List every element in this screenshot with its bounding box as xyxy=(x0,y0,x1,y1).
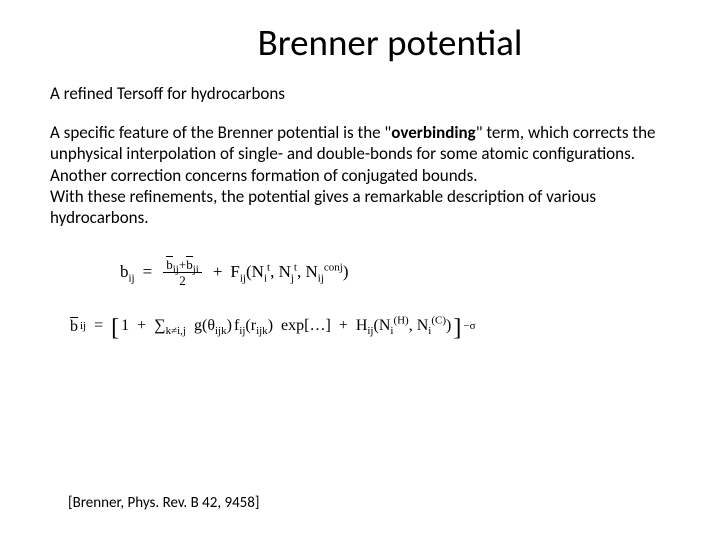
eq-denominator: 2 xyxy=(179,273,186,287)
eq-numerator: bij+bji xyxy=(163,256,202,273)
eq-symbol: bij xyxy=(120,262,135,282)
eq-term: exp[…] xyxy=(281,317,331,335)
eq-symbol: = xyxy=(94,317,103,335)
eq-sum: ∑k≠i,j xyxy=(154,317,186,335)
equations: bij = bij+bji 2 + Fij(Nit, Njt, Nijconj)… xyxy=(70,256,670,335)
eq-symbol: + xyxy=(339,317,348,335)
eq-symbol: + xyxy=(137,317,146,335)
eq-symbol: = xyxy=(143,262,153,282)
citation: [Brenner, Phys. Rev. B 42, 9458] xyxy=(68,494,260,512)
eq-symbol: b xyxy=(70,317,78,335)
equation-2: bij = [ 1 + ∑k≠i,j g(θijk) fij(rijk) exp… xyxy=(70,317,670,335)
eq-term: Hij(Ni(H), Ni(C)) xyxy=(356,317,452,335)
overbinding-term: overbinding xyxy=(391,122,475,143)
eq-term: g(θijk) xyxy=(194,317,232,335)
text-fragment: Another correction concerns formation of… xyxy=(50,165,478,186)
text-fragment: With these refinements, the potential gi… xyxy=(50,186,596,228)
eq-term: Fij(Nit, Njt, Nijconj) xyxy=(230,262,348,282)
slide-subtitle: A refined Tersoff for hydrocarbons xyxy=(50,83,670,104)
slide-title: Brenner potential xyxy=(110,20,670,65)
equation-1: bij = bij+bji 2 + Fij(Nit, Njt, Nijconj) xyxy=(120,256,670,287)
slide-container: Brenner potential A refined Tersoff for … xyxy=(0,0,720,355)
text-fragment: A specific feature of the Brenner potent… xyxy=(50,122,391,143)
eq-fraction: bij+bji 2 xyxy=(163,256,202,287)
eq-symbol: 1 xyxy=(121,317,129,335)
body-paragraph: A specific feature of the Brenner potent… xyxy=(50,122,670,228)
eq-symbol: + xyxy=(213,262,223,282)
eq-term: fij(rijk) xyxy=(234,317,273,335)
